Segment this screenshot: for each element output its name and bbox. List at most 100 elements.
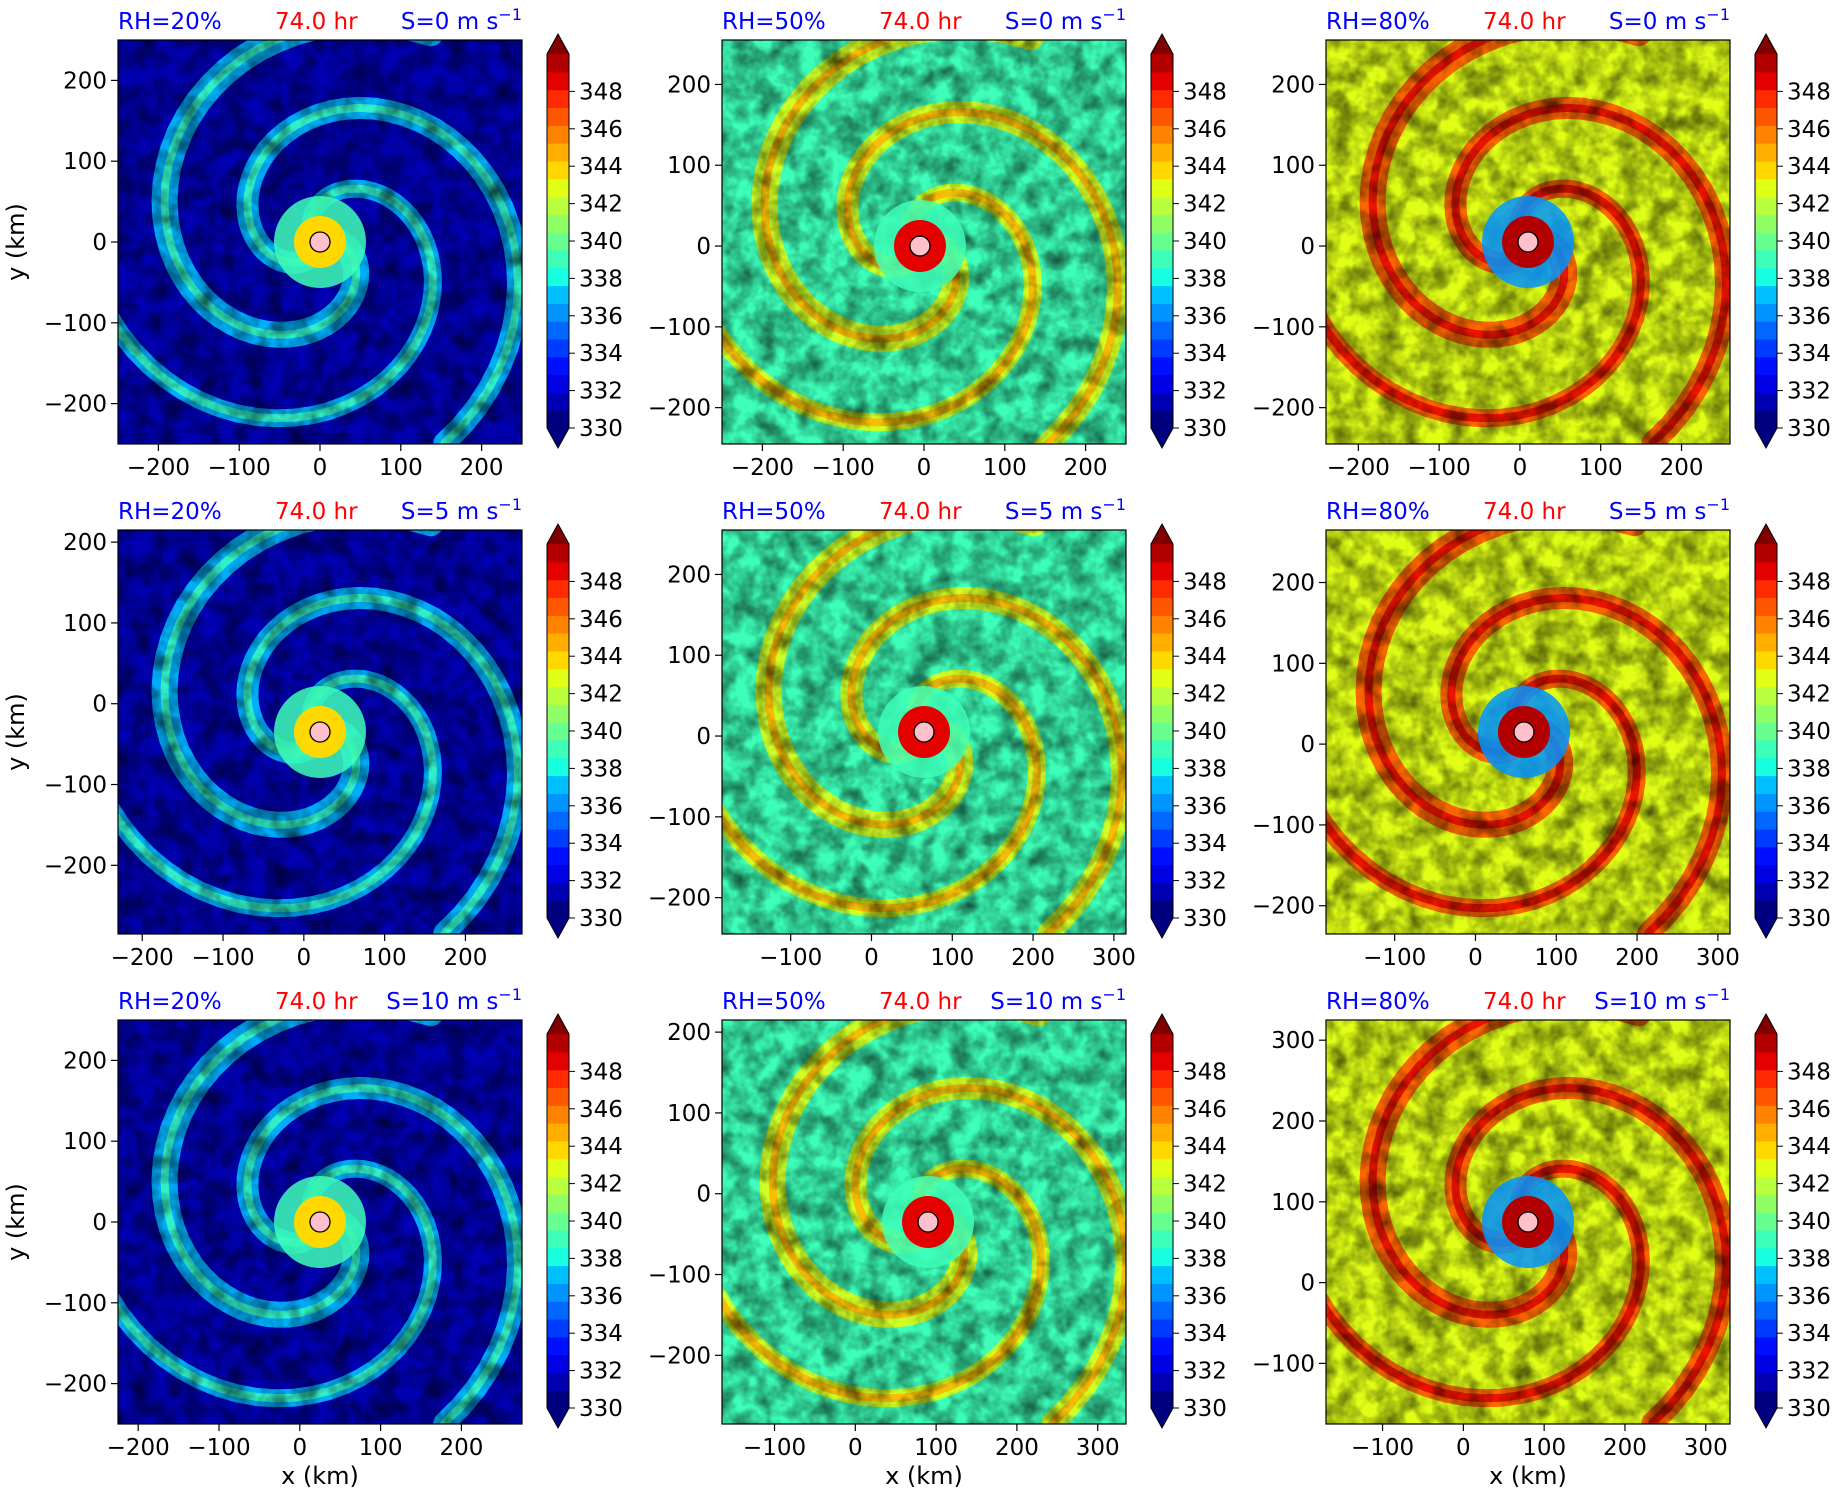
colorbar-segment bbox=[547, 178, 569, 198]
x-tick-label: 100 bbox=[363, 945, 407, 971]
colorbar-segment bbox=[1151, 882, 1173, 901]
colorbar-segment bbox=[1755, 739, 1777, 759]
x-tick-label: 0 bbox=[292, 1435, 307, 1461]
plot-frame bbox=[721, 529, 1127, 935]
y-tick-label: 100 bbox=[1271, 153, 1315, 179]
plot-frame bbox=[1325, 1019, 1731, 1425]
colorbar-segment bbox=[547, 900, 569, 919]
colorbar-tick-label: 344 bbox=[1787, 154, 1831, 180]
panel-shear-label: S=5 m s−1 bbox=[1609, 495, 1730, 525]
colorbar-segment bbox=[1151, 1265, 1173, 1284]
colorbar-segment bbox=[547, 1176, 569, 1195]
colorbar-segment bbox=[1755, 89, 1777, 109]
plot-frame bbox=[1325, 39, 1731, 445]
colorbar-segment bbox=[1151, 811, 1173, 830]
plot-frame bbox=[721, 1019, 1127, 1425]
colorbar-extend-bottom bbox=[547, 1408, 569, 1428]
colorbar-tick-label: 346 bbox=[1183, 607, 1227, 633]
colorbar-segment bbox=[1755, 1265, 1777, 1284]
panel-2: −200 −100 0 100 200 200 100 0 −100 −200 RH=50% 74.0… bbox=[648, 5, 1227, 481]
colorbar: 330 332 334 336 338 340 342 344 346 348 bbox=[546, 522, 623, 940]
colorbar-segment bbox=[547, 267, 569, 287]
colorbar-segment bbox=[1151, 1283, 1173, 1302]
colorbar-tick-label: 340 bbox=[1183, 719, 1227, 745]
colorbar-segment bbox=[547, 1034, 569, 1053]
y-tick-label: −100 bbox=[44, 1291, 107, 1317]
colorbar-tick-label: 344 bbox=[1183, 154, 1227, 180]
colorbar-segment bbox=[1755, 1140, 1777, 1160]
panel-shear-label: S=10 m s−1 bbox=[990, 985, 1126, 1015]
x-tick-label: 200 bbox=[1660, 455, 1704, 481]
colorbar-extend-bottom bbox=[1151, 428, 1173, 448]
colorbar-segment bbox=[1151, 1123, 1173, 1142]
colorbar-segment bbox=[547, 1158, 569, 1178]
colorbar-segment bbox=[1755, 1318, 1777, 1338]
theta-e-field bbox=[722, 1020, 1126, 1424]
colorbar-segment bbox=[547, 1229, 569, 1249]
colorbar-extend-top bbox=[1151, 34, 1173, 54]
colorbar-extend-top bbox=[1151, 524, 1173, 544]
colorbar-segment bbox=[1151, 71, 1173, 91]
y-tick-label: 200 bbox=[63, 530, 107, 556]
colorbar-extend-bottom bbox=[1151, 1408, 1173, 1428]
colorbar-tick-label: 338 bbox=[1787, 266, 1831, 292]
x-tick-label: 0 bbox=[1456, 1435, 1471, 1461]
y-tick-label: −200 bbox=[648, 396, 711, 422]
colorbar-tick-label: 346 bbox=[1183, 117, 1227, 143]
colorbar-outline bbox=[1150, 1012, 1174, 1430]
x-tick-label: 100 bbox=[379, 455, 423, 481]
colorbar: 330 332 334 336 338 340 342 344 346 348 bbox=[546, 32, 623, 450]
colorbar-extend-top bbox=[547, 34, 569, 54]
x-tick-label: −100 bbox=[812, 455, 875, 481]
theta-e-field bbox=[118, 530, 522, 934]
colorbar-segment bbox=[1755, 1051, 1777, 1071]
x-tick-label: −100 bbox=[191, 945, 254, 971]
colorbar-tick-label: 342 bbox=[579, 682, 623, 708]
theta-e-field bbox=[722, 40, 1126, 444]
colorbar-tick-label: 334 bbox=[1183, 341, 1227, 367]
y-tick-label: 0 bbox=[1300, 732, 1315, 758]
x-tick-label: 200 bbox=[1064, 455, 1108, 481]
colorbar-tick-label: 348 bbox=[1183, 569, 1227, 595]
colorbar-segment bbox=[547, 214, 569, 233]
colorbar-tick-label: 336 bbox=[1183, 304, 1227, 330]
storm-center-marker bbox=[1513, 721, 1535, 743]
y-tick-label: 0 bbox=[92, 230, 107, 256]
colorbar-segment bbox=[1755, 214, 1777, 233]
colorbar-segment bbox=[1755, 544, 1777, 563]
colorbar-segment bbox=[1151, 686, 1173, 705]
colorbar-tick-label: 348 bbox=[1183, 1059, 1227, 1085]
colorbar-tick-label: 334 bbox=[579, 831, 623, 857]
colorbar-segment bbox=[1755, 410, 1777, 429]
x-tick-label: −100 bbox=[187, 1435, 250, 1461]
colorbar-segment bbox=[1151, 1087, 1173, 1106]
colorbar: 330 332 334 336 338 340 342 344 346 348 bbox=[1754, 522, 1831, 940]
colorbar-segment bbox=[547, 71, 569, 91]
colorbar-segment bbox=[1151, 1140, 1173, 1160]
y-tick-label: 200 bbox=[1271, 72, 1315, 98]
colorbar: 330 332 334 336 338 340 342 344 346 348 bbox=[1754, 1012, 1831, 1430]
colorbar-tick-label: 348 bbox=[1787, 79, 1831, 105]
colorbar-segment bbox=[1151, 1390, 1173, 1409]
colorbar-extend-top bbox=[1151, 1014, 1173, 1034]
colorbar-segment bbox=[547, 757, 569, 777]
x-tick-label: 0 bbox=[917, 455, 932, 481]
y-tick-label: −100 bbox=[648, 1263, 711, 1289]
colorbar-segment bbox=[1755, 579, 1777, 599]
colorbar-segment bbox=[1151, 374, 1173, 393]
colorbar-tick-label: 344 bbox=[1787, 644, 1831, 670]
storm-center-marker bbox=[309, 1211, 331, 1233]
colorbar-segment bbox=[1755, 900, 1777, 919]
x-tick-label: 300 bbox=[1092, 945, 1136, 971]
colorbar-tick-label: 342 bbox=[1183, 682, 1227, 708]
colorbar-tick-label: 334 bbox=[1183, 1321, 1227, 1347]
colorbar-outline bbox=[1754, 1012, 1778, 1430]
y-tick-label: 0 bbox=[1300, 234, 1315, 260]
colorbar-segment bbox=[1755, 1158, 1777, 1178]
colorbar-segment bbox=[547, 249, 569, 269]
panel-8: −100 0 100 200 300 200 100 0 −100 −200 x (km) RH=50… bbox=[648, 985, 1227, 1490]
y-tick-label: 100 bbox=[667, 1101, 711, 1127]
colorbar-tick-label: 340 bbox=[579, 1209, 623, 1235]
colorbar-extend-bottom bbox=[547, 918, 569, 938]
colorbar-outline bbox=[546, 522, 570, 940]
